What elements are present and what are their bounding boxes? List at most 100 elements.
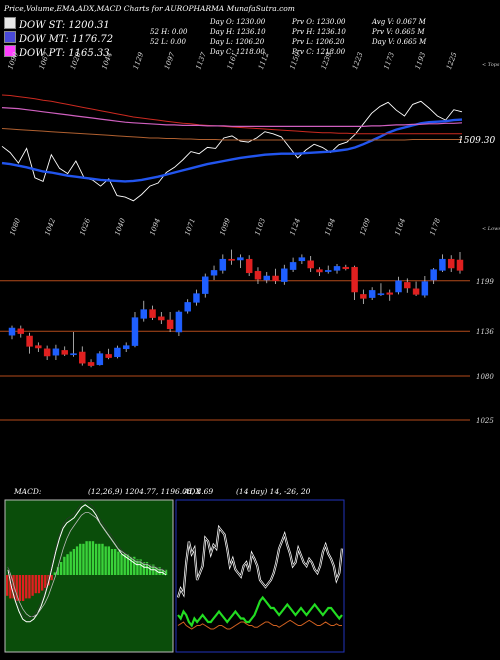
candle-up [395,280,402,293]
macd-panel: MACD: (12,26,9) 1204.77, 1196.08, 8.69 [4,487,213,653]
candle-up [202,276,209,294]
low-label: 1164 [393,217,407,236]
low-label: 1209 [358,217,372,237]
candle-up [184,302,191,312]
prev-volume: Prv V: 0.665 M [372,28,425,36]
macd-hist-negative [40,575,44,591]
price-level-label: 1199 [476,278,494,286]
candle-down [158,316,165,321]
ema-panel: 1090 1067 1028 1044 1129 1097 1137 1161 1112 1159… [1,51,500,237]
candle-down [342,266,350,270]
macd-hist-positive [148,564,152,575]
macd-signal-line [7,512,167,617]
candle-down [26,335,33,347]
low-label: 1094 [148,217,162,236]
ema-price-line [1,100,463,202]
candle-down [386,292,393,295]
top-label: 1044 [100,51,114,70]
macd-hist-positive [69,551,72,575]
candle-up [70,353,77,356]
macd-hist-positive [126,554,130,575]
macd-hist-negative [18,575,22,601]
candle-up [439,258,446,271]
adx-panel: ADX (14 day) 14, -26, 20 [175,487,345,653]
macd-hist-negative [37,575,41,594]
candle-down [149,309,156,318]
macd-hist-positive [82,543,85,575]
low-label: 1178 [428,217,442,237]
macd-hist-positive [107,546,111,575]
candle-up [333,266,341,271]
candle-down [351,266,358,293]
candle-up [122,345,130,350]
low-label: 1194 [323,217,337,236]
candle-up [52,348,60,356]
chart-title: Price,Volume,EMA,ADX,MACD Charts for AUR… [4,4,295,13]
candle-down [254,270,262,280]
ema-slow-line [1,94,462,135]
top-label: 1239 [320,51,334,71]
candle-down [456,259,464,271]
macd-hist-negative [21,575,25,601]
candle-up [8,327,16,336]
macd-hist-positive [75,546,79,575]
prev-low: Prv L: 1206.20 [292,38,345,46]
candle-up [114,347,121,358]
macd-hist-negative [31,575,34,596]
swatch-dow-mt [4,31,16,43]
candle-up [324,270,332,272]
macd-hist-positive [123,554,126,575]
swatch-dow-pt [4,45,16,57]
dow-mt-label: DOW MT: 1176.72 [19,34,114,45]
low-label: 1026 [78,217,92,237]
candle-down [245,258,253,274]
prev-open: Prv O: 1230.00 [292,18,346,26]
candle-down [61,350,68,355]
candle-down [360,294,367,299]
adx-line [177,619,342,630]
macd-values: (12,26,9) 1204.77, 1196.08, 8.69 [88,487,213,496]
candle-down [79,351,86,364]
candle-down [316,269,323,273]
macd-hist-positive [79,543,82,575]
top-label: 1090 [6,51,20,71]
price-level-label: 1136 [476,328,494,336]
low-label: 1080 [8,217,22,237]
day-high: Day H: 1236.10 [210,28,266,36]
candle-down [307,260,314,269]
macd-hist-positive [88,541,91,575]
low-label: 1103 [253,217,267,237]
top-label: 1193 [414,51,428,71]
macd-hist-positive [53,572,57,575]
candle-down [412,288,420,295]
candle-up [140,309,148,319]
macd-hist-positive [117,551,120,575]
prev-high: Prv H: 1236.10 [292,28,346,36]
top-label: 1129 [132,51,146,71]
adx-plus-di-inner [177,526,343,598]
adx-values: (14 day) 14, -26, 20 [236,487,311,496]
candle-up [281,268,288,282]
candle-up [193,293,200,303]
legend-dow-pt: DOW PT: 1165.33 [4,45,110,59]
macd-hist-negative [9,575,12,599]
low-label: 1071 [183,217,197,236]
avg-volume: Avg V: 0.067 M [372,18,426,26]
ema-mid-line [1,107,463,127]
candle-up [263,275,270,281]
macd-hist-positive [91,541,95,575]
macd-hist-positive [72,549,76,575]
macd-hist-positive [56,567,60,575]
day-volume: Day V: 0.665 M [372,38,427,46]
candle-down [447,258,455,269]
legend-dow-mt: DOW MT: 1176.72 [4,31,113,45]
price-panel: 1199 1136 1080 1025 [0,249,494,425]
macd-hist-negative [28,575,31,599]
macd-hist-positive [158,567,161,575]
price-level-label: 1080 [476,373,494,381]
macd-hist-positive [136,559,139,575]
lows-tag: < Lows [482,226,500,232]
candle-down [166,319,174,330]
adx-minus-di-line [177,595,343,628]
macd-hist-positive [60,562,63,575]
